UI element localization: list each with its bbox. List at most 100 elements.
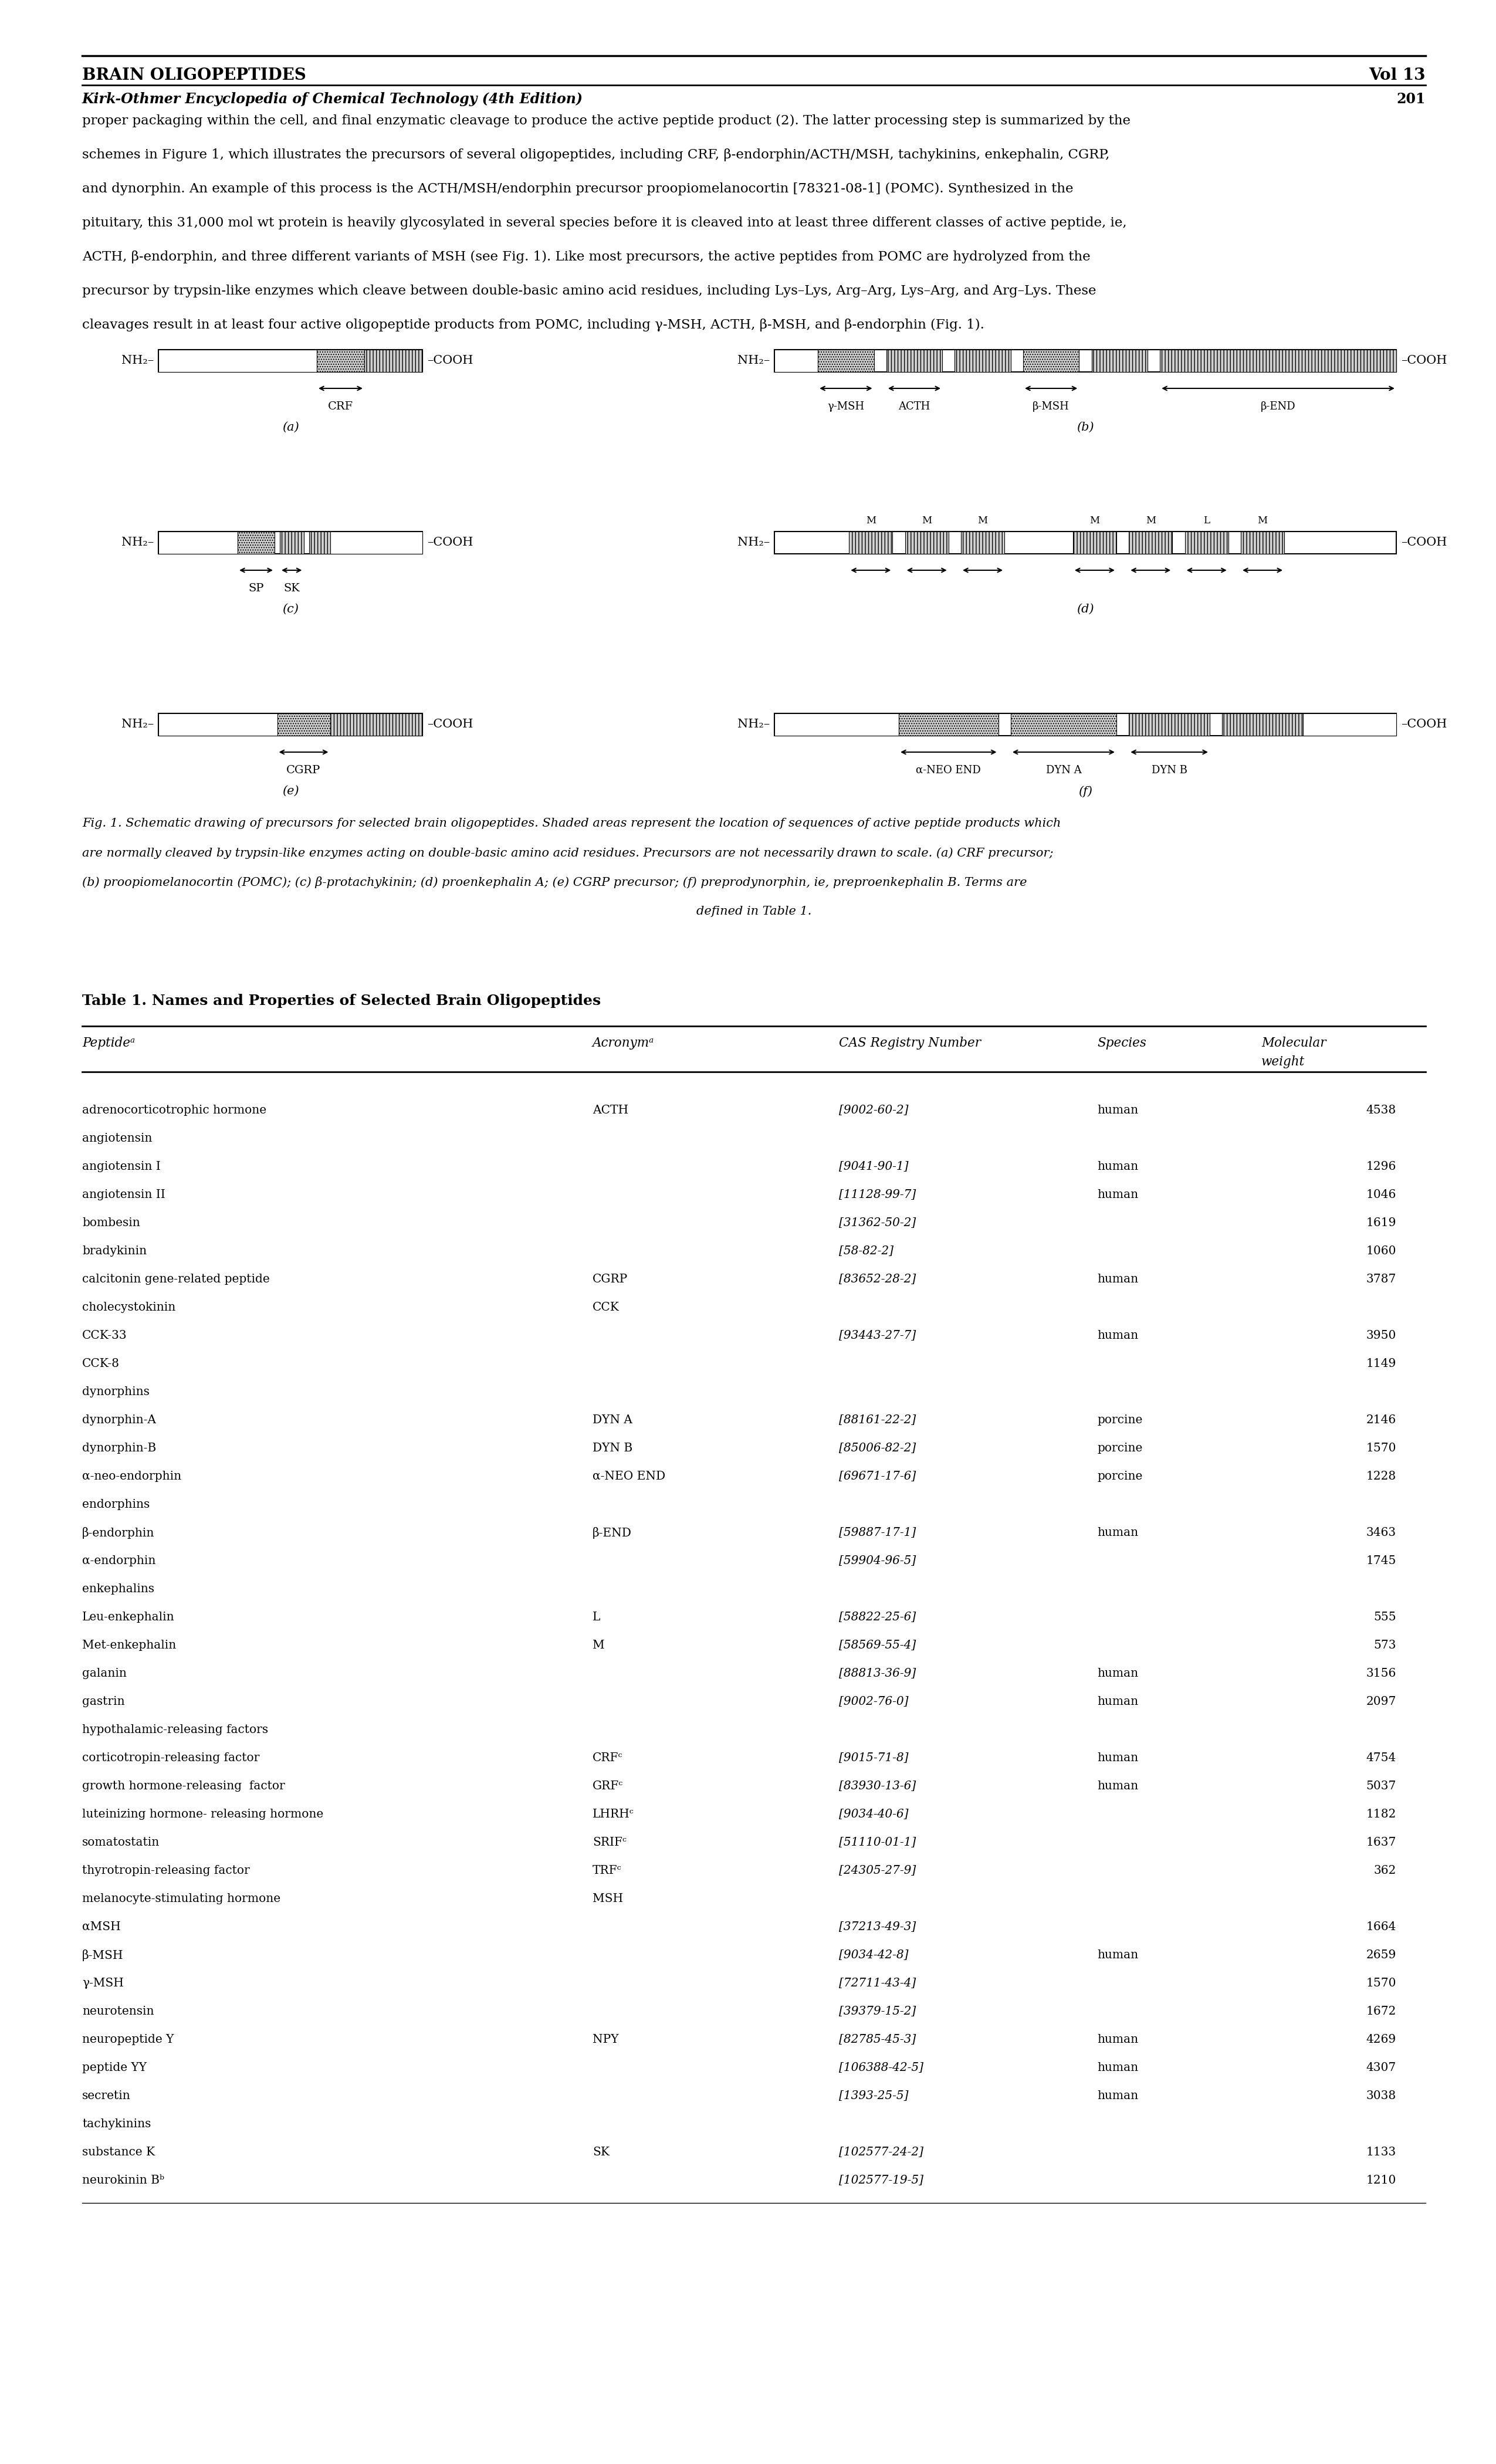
Bar — [1011, 715, 1116, 737]
Text: pituitary, this 31,000 mol wt protein is heavily glycosylated in several species: pituitary, this 31,000 mol wt protein is… — [82, 217, 1126, 229]
Text: human: human — [1097, 1781, 1138, 1791]
Text: 3787: 3787 — [1366, 1274, 1396, 1284]
Text: calcitonin gene-related peptide: calcitonin gene-related peptide — [82, 1274, 269, 1284]
Text: human: human — [1097, 1274, 1138, 1284]
Text: (a): (a) — [281, 421, 299, 434]
Text: Peptideᵃ: Peptideᵃ — [82, 1037, 135, 1050]
Text: α-NEO END: α-NEO END — [592, 1471, 666, 1481]
Bar — [159, 350, 422, 372]
Text: GRFᶜ: GRFᶜ — [592, 1781, 624, 1791]
Text: [83930-13-6]: [83930-13-6] — [839, 1781, 916, 1791]
Text: [69671-17-6]: [69671-17-6] — [839, 1471, 916, 1481]
Text: cholecystokinin: cholecystokinin — [82, 1301, 175, 1313]
Text: hypothalamic-releasing factors: hypothalamic-releasing factors — [82, 1725, 268, 1735]
Text: [82785-45-3]: [82785-45-3] — [839, 2033, 916, 2045]
Text: precursor by trypsin-like enzymes which cleave between double-basic amino acid r: precursor by trypsin-like enzymes which … — [82, 283, 1097, 298]
Text: human: human — [1097, 2062, 1138, 2072]
Text: [83652-28-2]: [83652-28-2] — [839, 1274, 916, 1284]
Text: (b): (b) — [1077, 421, 1094, 434]
Text: M: M — [1146, 515, 1155, 525]
Text: [9034-42-8]: [9034-42-8] — [839, 1949, 908, 1961]
Text: 201: 201 — [1397, 91, 1426, 106]
Text: 1637: 1637 — [1366, 1836, 1396, 1848]
Text: CAS Registry Number: CAS Registry Number — [839, 1037, 981, 1050]
Bar — [775, 350, 1396, 372]
Text: DYN B: DYN B — [592, 1441, 633, 1454]
Text: DYN B: DYN B — [1152, 764, 1188, 776]
Text: (f): (f) — [1079, 786, 1092, 796]
Text: [59887-17-1]: [59887-17-1] — [839, 1528, 916, 1538]
Text: NH₂–: NH₂– — [121, 355, 154, 367]
Text: human: human — [1097, 1695, 1138, 1708]
Text: [58-82-2]: [58-82-2] — [839, 1244, 893, 1257]
Text: melanocyte-stimulating hormone: melanocyte-stimulating hormone — [82, 1892, 281, 1905]
Text: human: human — [1097, 1190, 1138, 1200]
Text: NH₂–: NH₂– — [738, 537, 770, 549]
Bar — [308, 532, 331, 554]
Text: [72711-43-4]: [72711-43-4] — [839, 1979, 916, 1988]
Text: Leu-enkephalin: Leu-enkephalin — [82, 1611, 175, 1624]
Text: –COOH: –COOH — [1400, 355, 1447, 367]
Bar — [159, 532, 238, 554]
Text: 1570: 1570 — [1366, 1441, 1396, 1454]
Bar — [1185, 532, 1228, 554]
Text: gastrin: gastrin — [82, 1695, 124, 1708]
Text: [9002-76-0]: [9002-76-0] — [839, 1695, 908, 1708]
Text: M: M — [978, 515, 987, 525]
Text: secretin: secretin — [82, 2089, 130, 2102]
Text: M: M — [592, 1639, 604, 1651]
Text: β-MSH: β-MSH — [1032, 402, 1070, 411]
Bar — [280, 532, 304, 554]
Text: are normally cleaved by trypsin-like enzymes acting on double-basic amino acid r: are normally cleaved by trypsin-like enz… — [82, 848, 1053, 857]
Text: 3156: 3156 — [1366, 1668, 1396, 1678]
Bar — [850, 532, 893, 554]
Text: tachykinins: tachykinins — [82, 2119, 151, 2129]
Bar — [277, 715, 331, 737]
Text: 5037: 5037 — [1366, 1781, 1396, 1791]
Text: 1672: 1672 — [1366, 2006, 1396, 2018]
Text: galanin: galanin — [82, 1668, 127, 1678]
Text: 4754: 4754 — [1366, 1752, 1396, 1764]
Bar — [1023, 350, 1079, 372]
Text: ACTH, β-endorphin, and three different variants of MSH (see Fig. 1). Like most p: ACTH, β-endorphin, and three different v… — [82, 251, 1091, 264]
Bar — [1240, 532, 1285, 554]
Bar — [1073, 532, 1116, 554]
Text: [9034-40-6]: [9034-40-6] — [839, 1809, 908, 1821]
Bar — [331, 715, 422, 737]
Text: angiotensin I: angiotensin I — [82, 1161, 160, 1173]
Text: Acronymᵃ: Acronymᵃ — [592, 1037, 654, 1050]
Text: (b) proopiomelanocortin (POMC); (c) β-protachykinin; (d) proenkephalin A; (e) CG: (b) proopiomelanocortin (POMC); (c) β-pr… — [82, 877, 1026, 887]
Bar — [775, 350, 818, 372]
Text: M: M — [1258, 515, 1267, 525]
Text: [85006-82-2]: [85006-82-2] — [839, 1441, 916, 1454]
Text: Kirk-Othmer Encyclopedia of Chemical Technology (4th Edition): Kirk-Othmer Encyclopedia of Chemical Tec… — [82, 91, 583, 106]
Bar — [775, 715, 899, 737]
Text: 1619: 1619 — [1366, 1217, 1396, 1230]
Bar — [954, 350, 1011, 372]
Text: 573: 573 — [1373, 1639, 1396, 1651]
Text: SP: SP — [248, 584, 263, 594]
Text: 4538: 4538 — [1366, 1104, 1396, 1116]
Text: α-neo-endorphin: α-neo-endorphin — [82, 1471, 181, 1481]
Text: neurokinin Bᵇ: neurokinin Bᵇ — [82, 2176, 165, 2186]
Text: 362: 362 — [1373, 1865, 1396, 1875]
Text: dynorphin-A: dynorphin-A — [82, 1414, 156, 1427]
Text: porcine: porcine — [1097, 1414, 1143, 1427]
Text: somatostatin: somatostatin — [82, 1836, 160, 1848]
Text: β-END: β-END — [592, 1528, 631, 1540]
Text: [106388-42-5]: [106388-42-5] — [839, 2062, 923, 2072]
Text: and dynorphin. An example of this process is the ACTH/MSH/endorphin precursor pr: and dynorphin. An example of this proces… — [82, 182, 1073, 195]
Text: –COOH: –COOH — [1400, 537, 1447, 549]
Text: 4269: 4269 — [1366, 2033, 1396, 2045]
Text: [102577-24-2]: [102577-24-2] — [839, 2146, 923, 2158]
Text: Table 1. Names and Properties of Selected Brain Oligopeptides: Table 1. Names and Properties of Selecte… — [82, 993, 601, 1008]
Text: ACTH: ACTH — [899, 402, 931, 411]
Text: human: human — [1097, 1752, 1138, 1764]
Text: 3038: 3038 — [1366, 2089, 1396, 2102]
Bar — [1129, 532, 1173, 554]
Text: luteinizing hormone- releasing hormone: luteinizing hormone- releasing hormone — [82, 1809, 323, 1821]
Text: –COOH: –COOH — [426, 537, 473, 549]
Text: Vol 13: Vol 13 — [1369, 67, 1426, 84]
Text: thyrotropin-releasing factor: thyrotropin-releasing factor — [82, 1865, 250, 1875]
Text: (e): (e) — [283, 786, 299, 796]
